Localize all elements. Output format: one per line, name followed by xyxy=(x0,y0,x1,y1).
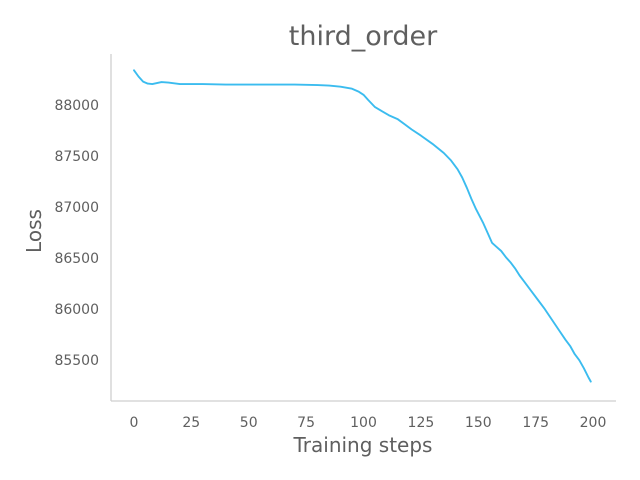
x-tick-label: 0 xyxy=(130,415,139,431)
chart-title: third_order xyxy=(289,21,438,52)
series-line-0 xyxy=(133,69,592,383)
x-tick-label: 125 xyxy=(408,415,435,431)
x-tick-label: 200 xyxy=(580,415,607,431)
y-tick-label: 87500 xyxy=(54,149,99,165)
y-axis-ticks: 85500 86000 86500 87000 87500 88000 xyxy=(54,98,99,369)
y-tick-label: 88000 xyxy=(54,98,99,114)
y-tick-label: 85500 xyxy=(54,353,99,369)
x-tick-label: 75 xyxy=(297,415,315,431)
series-lines xyxy=(133,69,592,383)
x-tick-label: 150 xyxy=(465,415,492,431)
y-axis-label: Loss xyxy=(22,209,46,253)
x-axis-label: Training steps xyxy=(293,433,433,457)
x-tick-label: 50 xyxy=(240,415,258,431)
y-tick-label: 87000 xyxy=(54,200,99,216)
x-axis-ticks: 0 25 50 75 100 125 150 175 200 xyxy=(130,415,607,431)
x-tick-label: 175 xyxy=(522,415,549,431)
y-tick-label: 86000 xyxy=(54,302,99,318)
y-tick-label: 86500 xyxy=(54,251,99,267)
x-tick-label: 100 xyxy=(350,415,377,431)
x-tick-label: 25 xyxy=(182,415,200,431)
